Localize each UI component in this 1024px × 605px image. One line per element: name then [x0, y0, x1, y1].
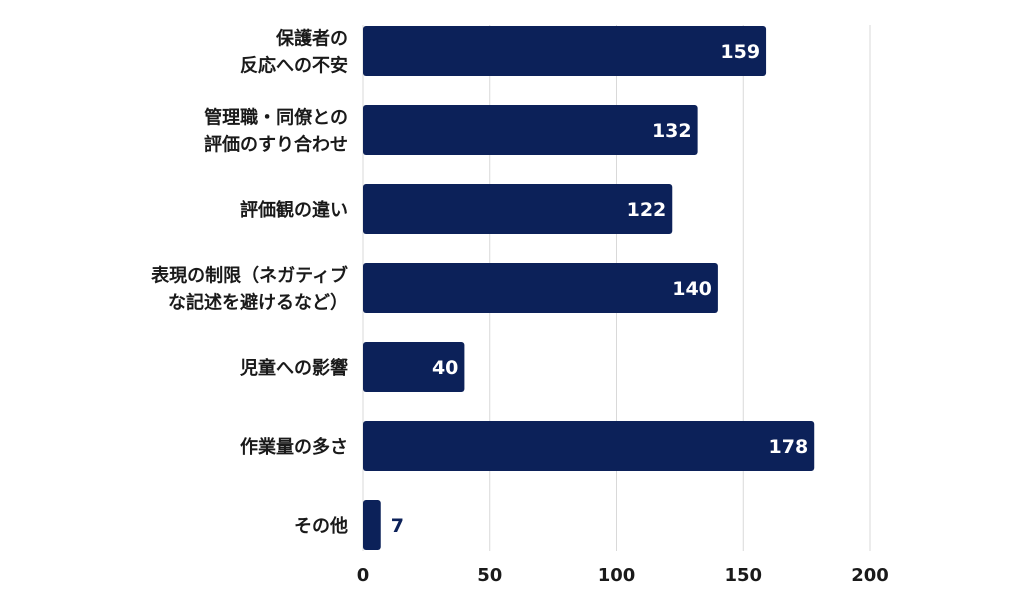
category-label: 保護者の反応への不安 [240, 28, 348, 77]
category-labels: 保護者の反応への不安管理職・同僚との評価のすり合わせ評価観の違い表現の制限（ネガ… [151, 28, 348, 538]
x-tick-label: 50 [477, 565, 502, 586]
bar [363, 421, 815, 471]
x-tick-label: 0 [357, 565, 370, 586]
bar-value-label: 178 [769, 436, 809, 458]
category-label-line: 児童への影響 [239, 357, 348, 379]
bar-value-label: 7 [391, 515, 404, 537]
x-tick-label: 150 [724, 565, 762, 586]
bar-value-label: 122 [627, 199, 667, 221]
x-tick-label: 200 [851, 565, 889, 586]
category-label-line: 管理職・同僚との [204, 107, 348, 129]
bar [363, 263, 718, 313]
category-label-line: 保護者の [275, 28, 348, 50]
category-label-line: その他 [294, 515, 348, 537]
bar [363, 105, 698, 155]
category-label-line: 反応への不安 [240, 55, 348, 77]
category-label-line: 作業量の多さ [240, 436, 348, 458]
bar-value-label: 132 [652, 120, 692, 142]
category-label: 作業量の多さ [240, 436, 348, 458]
bars [363, 26, 815, 550]
category-label-line: な記述を避けるなど） [168, 292, 348, 314]
category-label-line: 評価観の違い [240, 199, 348, 221]
bar [363, 26, 767, 76]
bar [363, 342, 465, 392]
bar-value-label: 140 [672, 278, 712, 300]
x-tick-label: 100 [598, 565, 636, 586]
category-label-line: 表現の制限（ネガティブ [151, 265, 348, 287]
bar [363, 500, 381, 550]
x-axis-ticks: 0 50 100 150 200 [357, 565, 889, 586]
category-label: その他 [294, 515, 348, 537]
value-labels: 159 132 122 140 40 178 7 [391, 41, 808, 537]
category-label: 評価観の違い [240, 199, 348, 221]
bar [363, 184, 673, 234]
category-label: 管理職・同僚との評価のすり合わせ [204, 107, 348, 156]
category-label: 児童への影響 [239, 357, 348, 379]
bar-value-label: 159 [720, 41, 760, 63]
category-label-line: 評価のすり合わせ [204, 134, 348, 156]
category-label: 表現の制限（ネガティブな記述を避けるなど） [151, 265, 348, 314]
bar-value-label: 40 [432, 357, 458, 379]
